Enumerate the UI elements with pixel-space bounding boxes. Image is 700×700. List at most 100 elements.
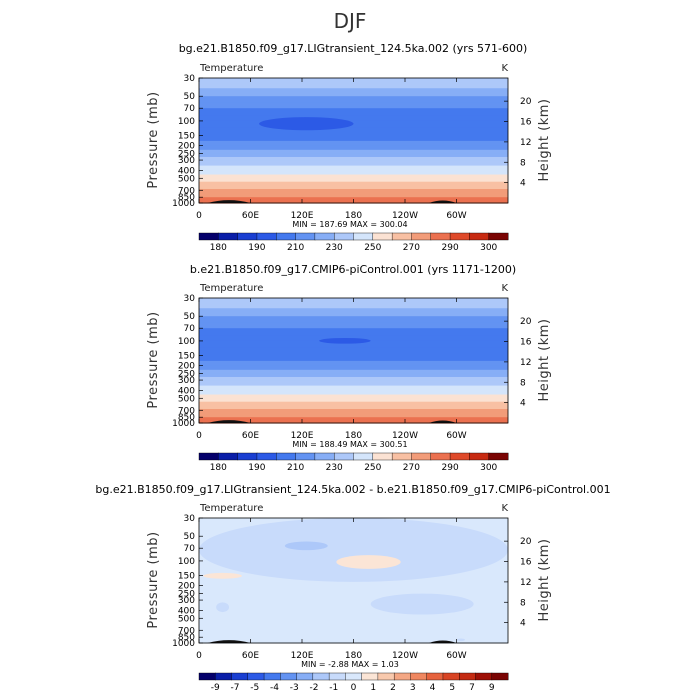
contour-band: [199, 140, 508, 147]
x-tick-label: 180: [345, 651, 362, 661]
y-tick-label: 50: [184, 532, 196, 542]
contour-band: [199, 178, 508, 183]
y-tick-label-right: 20: [520, 537, 532, 547]
x-tick-label: 0: [196, 211, 202, 221]
figure-title: DJF: [334, 9, 367, 33]
x-tick-label: 0: [196, 431, 202, 441]
y-axis-label: Pressure (mb): [146, 311, 161, 408]
colorbar-label: 270: [403, 243, 420, 253]
colorbar-label: 210: [287, 243, 304, 253]
colorbar-swatch: [491, 672, 509, 681]
y-tick-label: 250: [178, 150, 195, 160]
y-tick-label: 30: [184, 294, 196, 304]
variable-label: Temperature: [199, 503, 263, 514]
contour-band: [199, 394, 508, 399]
y-tick-label-right: 4: [520, 619, 526, 629]
contour-band: [199, 156, 508, 161]
contour-band: [199, 412, 508, 418]
contour-band: [199, 115, 508, 122]
contour-band: [199, 398, 508, 403]
colorbar-label: 230: [326, 463, 343, 473]
x-tick-label: 120W: [392, 651, 418, 661]
colorbar-label: -4: [270, 683, 279, 693]
colorbar-swatch: [430, 232, 451, 241]
min-max-label: MIN = -2.88 MAX = 1.03: [301, 660, 399, 669]
terrain: [207, 420, 251, 423]
y-tick-label: 100: [178, 557, 195, 567]
y-tick-label-right: 12: [520, 138, 531, 148]
contour-feature: [456, 638, 466, 642]
panel-bottom: bg.e21.B1850.f09_g17.LIGtransient_124.5k…: [95, 483, 610, 693]
y-axis-label: Pressure (mb): [146, 91, 161, 188]
colorbar-label: 250: [364, 463, 381, 473]
colorbar-label: 250: [364, 243, 381, 253]
contour-band: [199, 153, 508, 158]
contour-band: [199, 170, 508, 176]
colorbar-swatch: [314, 452, 335, 461]
contour-band: [199, 408, 508, 414]
contour-feature: [203, 572, 242, 579]
contour-band: [199, 316, 508, 324]
panel-middle: b.e21.B1850.f09_g17.CMIP6-piControl.001 …: [146, 263, 552, 473]
y-tick-label-right: 4: [520, 179, 526, 189]
colorbar-swatch: [391, 232, 412, 241]
x-tick-label: 60E: [242, 651, 259, 661]
panel-title: b.e21.B1850.f09_g17.CMIP6-piControl.001 …: [190, 263, 516, 276]
x-tick-label: 120E: [291, 651, 314, 661]
contour-band: [199, 108, 508, 116]
contour-band: [199, 149, 508, 155]
contour-feature: [216, 602, 230, 613]
colorbar-swatch: [295, 452, 316, 461]
y-tick-label: 1000: [172, 639, 195, 649]
colorbar-swatch: [345, 672, 363, 681]
contour-band: [199, 347, 508, 356]
contour-band: [199, 369, 508, 375]
y-tick-label-right: 8: [520, 598, 526, 608]
colorbar-swatch: [469, 452, 490, 461]
colorbar-swatch: [198, 452, 219, 461]
colorbar-swatch: [328, 672, 346, 681]
colorbar-swatch: [237, 452, 258, 461]
colorbar-swatch: [237, 232, 258, 241]
x-tick-label: 60E: [242, 431, 259, 441]
contour-band: [199, 340, 508, 349]
colorbar-swatch: [449, 452, 470, 461]
colorbar-label: -7: [231, 683, 240, 693]
colorbar-swatch: [314, 232, 335, 241]
colorbar-swatch: [218, 232, 239, 241]
contour-band: [199, 328, 508, 336]
y-tick-label: 1000: [172, 419, 195, 429]
colorbar-swatch: [256, 232, 277, 241]
y-axis-label: Pressure (mb): [146, 531, 161, 628]
x-tick-label: 60W: [446, 651, 466, 661]
x-tick-label: 60W: [446, 211, 466, 221]
contour-band: [199, 322, 508, 329]
y-tick-label: 200: [178, 582, 195, 592]
contour-band: [199, 78, 508, 89]
unit-label: K: [501, 503, 508, 514]
y-tick-label: 500: [178, 394, 195, 404]
y-tick-label: 50: [184, 92, 196, 102]
y-tick-label: 300: [178, 376, 195, 386]
contour-band: [199, 127, 508, 136]
y-tick-label: 200: [178, 142, 195, 152]
y-axis-label-right: Height (km): [537, 99, 552, 182]
x-tick-label: 120E: [291, 431, 314, 441]
colorbar-swatch: [426, 672, 444, 681]
colorbar-swatch: [296, 672, 314, 681]
x-tick-label: 120W: [392, 211, 418, 221]
contour-band: [199, 390, 508, 396]
colorbar-label: 270: [403, 463, 420, 473]
y-tick-label: 850: [178, 193, 195, 203]
y-tick-label-right: 12: [520, 358, 531, 368]
contour-band: [199, 96, 508, 104]
colorbar-label: 180: [210, 463, 227, 473]
y-tick-label-right: 12: [520, 578, 531, 588]
colorbar-swatch: [280, 672, 298, 681]
contour-feature: [319, 337, 371, 344]
colorbar-swatch: [276, 232, 297, 241]
y-tick-label-right: 16: [520, 118, 532, 128]
y-tick-label: 400: [178, 166, 195, 176]
variable-label: Temperature: [199, 63, 263, 74]
contour-band: [199, 135, 508, 142]
